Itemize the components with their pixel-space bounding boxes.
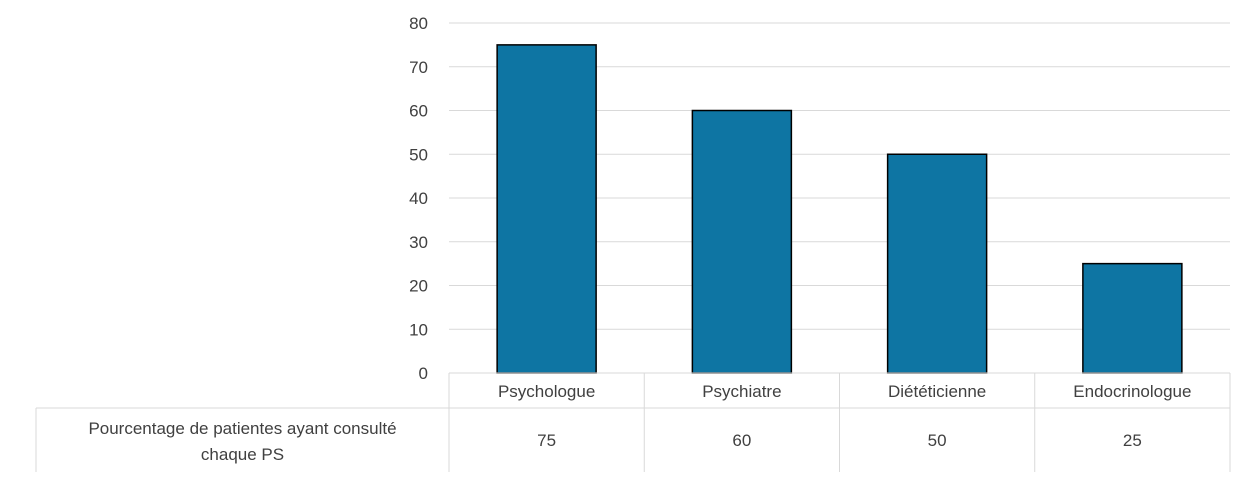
- data-table: Psychologue Psychiatre Diététicienne Endocr…: [35, 372, 1231, 472]
- y-tick-label: 10: [409, 320, 428, 339]
- table-value: 50: [928, 431, 947, 450]
- y-tick-label: 50: [409, 145, 428, 164]
- table-value: 75: [537, 431, 556, 450]
- table-value: 25: [1123, 431, 1142, 450]
- bar: [496, 44, 597, 374]
- table-row-label-line: chaque PS: [201, 445, 284, 464]
- x-category-label: Psychiatre: [702, 382, 781, 401]
- y-tick-label: 70: [409, 58, 428, 77]
- y-tick-label: 0: [419, 364, 428, 383]
- y-tick-label: 30: [409, 233, 428, 252]
- table-row-label: Pourcentage de patientes ayant consulté c…: [88, 419, 396, 464]
- bar: [691, 109, 793, 374]
- y-tick-label: 60: [409, 102, 428, 121]
- x-category-label: Psychologue: [498, 382, 595, 401]
- y-axis-ticks: 0 10 20 30 40 50 60 70 80: [409, 14, 428, 383]
- bars: [496, 44, 1183, 374]
- bar: [1082, 262, 1183, 374]
- table-value: 60: [732, 431, 751, 450]
- bar: [886, 153, 988, 374]
- table-row-label-line: Pourcentage de patientes ayant consulté: [88, 419, 396, 438]
- y-tick-label: 80: [409, 14, 428, 33]
- x-category-label: Diététicienne: [888, 382, 986, 401]
- y-tick-label: 20: [409, 277, 428, 296]
- y-tick-label: 40: [409, 189, 428, 208]
- x-category-label: Endocrinologue: [1073, 382, 1191, 401]
